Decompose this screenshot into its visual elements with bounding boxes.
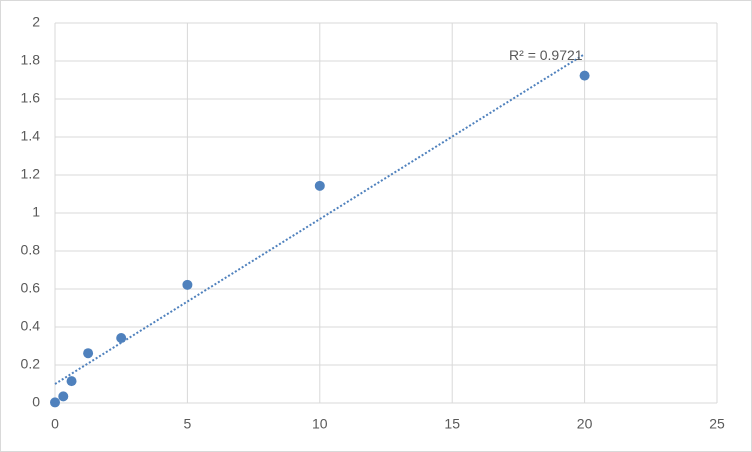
data-point <box>579 70 590 81</box>
y-tick-label: 1.4 <box>21 128 41 144</box>
y-tick-label: 0.2 <box>21 356 41 372</box>
y-tick-label: 0 <box>32 394 40 410</box>
data-point <box>314 180 325 191</box>
x-tick-label: 5 <box>184 416 192 432</box>
y-tick-label: 1.6 <box>21 90 41 106</box>
data-point <box>83 348 94 359</box>
x-tick-label: 15 <box>444 416 460 432</box>
x-tick-label: 0 <box>51 416 59 432</box>
trendline-label: R² = 0.9721 <box>509 47 583 63</box>
data-point <box>58 391 69 402</box>
data-point <box>182 279 193 290</box>
x-tick-label: 10 <box>312 416 328 432</box>
x-tick-label: 20 <box>577 416 593 432</box>
y-tick-label: 0.8 <box>21 242 41 258</box>
data-point <box>116 333 127 344</box>
y-tick-label: 0.4 <box>21 318 41 334</box>
y-tick-label: 0.6 <box>21 280 41 296</box>
data-point <box>50 397 60 408</box>
y-tick-label: 1 <box>32 204 40 220</box>
data-point <box>66 376 77 387</box>
x-tick-label: 25 <box>709 416 725 432</box>
y-tick-label: 1.8 <box>21 52 41 68</box>
y-tick-label: 2 <box>32 14 40 30</box>
y-tick-label: 1.2 <box>21 166 41 182</box>
